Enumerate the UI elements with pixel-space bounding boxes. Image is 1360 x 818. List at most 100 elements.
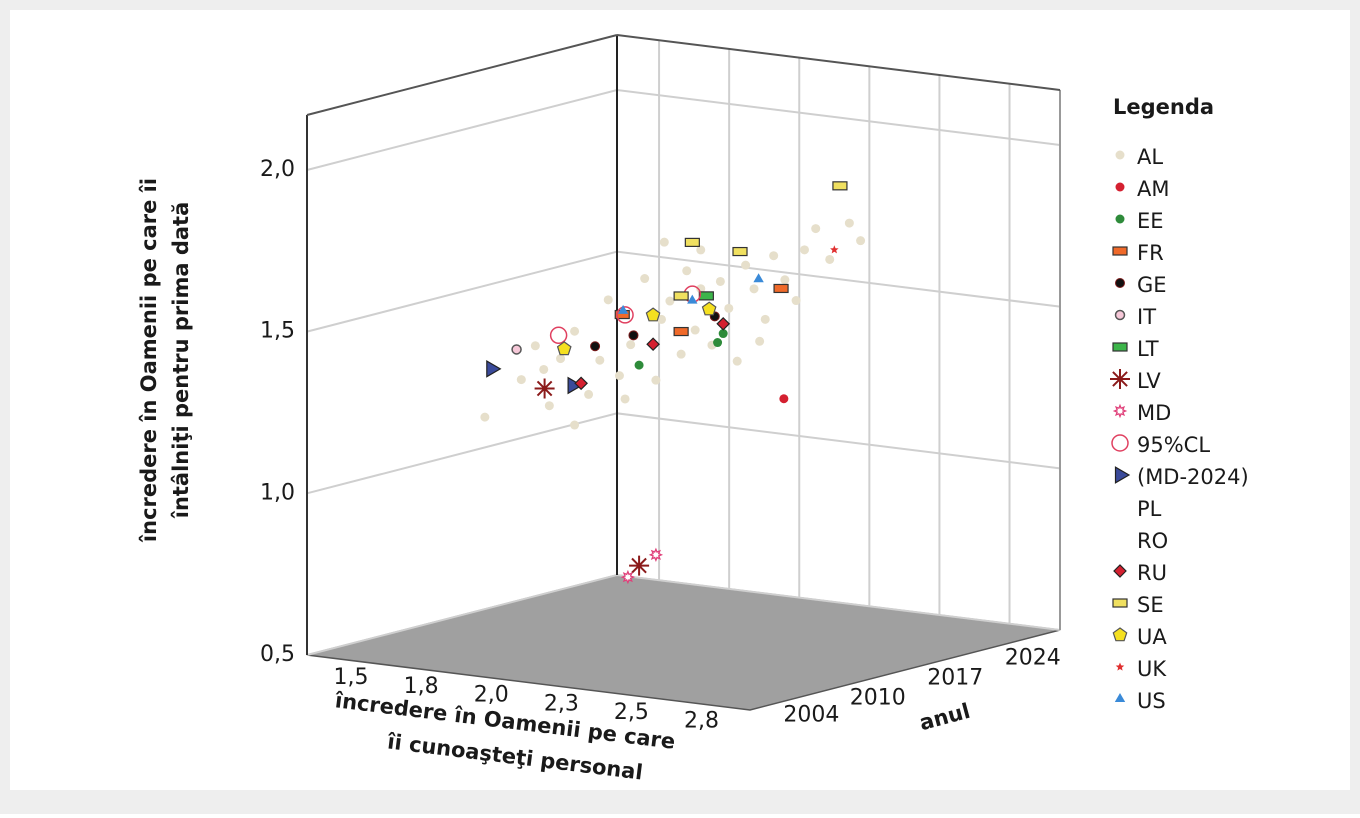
data-point bbox=[755, 336, 765, 346]
legend-label: UA bbox=[1137, 625, 1167, 649]
data-point bbox=[616, 306, 634, 324]
data-point bbox=[811, 224, 821, 234]
legend-marker bbox=[1114, 309, 1126, 321]
legend-marker bbox=[1114, 693, 1126, 702]
data-point bbox=[480, 412, 490, 422]
legend-label: LV bbox=[1137, 369, 1161, 393]
legend-label: UK bbox=[1137, 657, 1167, 681]
x-tick-label: 2,8 bbox=[684, 709, 719, 734]
data-point bbox=[620, 569, 636, 585]
data-point bbox=[530, 341, 540, 351]
data-point bbox=[544, 401, 554, 411]
legend-label: RO bbox=[1137, 529, 1168, 553]
data-point bbox=[570, 326, 580, 336]
legend-marker bbox=[1110, 369, 1130, 389]
legend-marker bbox=[1115, 662, 1125, 671]
data-point bbox=[628, 330, 639, 341]
data-point bbox=[676, 349, 686, 359]
data-point bbox=[539, 364, 549, 374]
data-point bbox=[645, 307, 661, 322]
legend-label: EE bbox=[1137, 209, 1164, 233]
legend-label: MD bbox=[1137, 401, 1171, 425]
x-tick-label: 2,0 bbox=[474, 683, 509, 708]
data-point bbox=[696, 284, 706, 294]
data-point bbox=[732, 356, 742, 366]
z-axis-title: încredere în Oamenii pe care îi bbox=[137, 178, 161, 543]
data-point bbox=[718, 329, 728, 339]
legend-marker bbox=[1115, 278, 1125, 288]
data-point bbox=[648, 547, 664, 563]
legend-label: LT bbox=[1137, 337, 1159, 361]
y-tick-label: 2024 bbox=[1005, 646, 1061, 671]
y-tick-label: 2010 bbox=[850, 686, 906, 711]
legend-marker bbox=[1114, 466, 1131, 484]
data-point bbox=[659, 237, 669, 247]
data-point bbox=[634, 360, 644, 370]
data-point bbox=[690, 325, 700, 335]
data-point bbox=[713, 338, 723, 348]
z-axis-title: întâlniţi pentru prima dată bbox=[169, 202, 193, 520]
legend-marker bbox=[1112, 403, 1128, 419]
data-point bbox=[626, 340, 636, 350]
data-point bbox=[629, 555, 650, 576]
data-point bbox=[665, 296, 675, 306]
data-point bbox=[791, 296, 801, 306]
data-point bbox=[574, 376, 588, 391]
data-point bbox=[687, 294, 698, 304]
x-tick-label: 1,8 bbox=[404, 674, 439, 699]
z-tick-label: 0,5 bbox=[260, 642, 295, 667]
data-point bbox=[651, 375, 661, 385]
data-point bbox=[701, 301, 717, 316]
legend-marker bbox=[1112, 598, 1128, 608]
legend-label: (MD-2024) bbox=[1137, 465, 1249, 489]
x-tick-label: 2,3 bbox=[544, 691, 579, 716]
data-point bbox=[684, 237, 700, 248]
data-point bbox=[595, 355, 605, 365]
data-point bbox=[590, 341, 601, 352]
data-point bbox=[856, 236, 866, 246]
data-point bbox=[832, 181, 848, 191]
z-tick-label: 2,0 bbox=[260, 157, 295, 182]
data-point bbox=[534, 378, 555, 399]
data-point bbox=[716, 316, 731, 331]
data-point bbox=[673, 326, 689, 337]
box-edge bbox=[616, 34, 1061, 91]
data-point bbox=[567, 376, 583, 395]
data-point bbox=[603, 295, 613, 305]
data-point bbox=[698, 291, 714, 301]
data-point bbox=[844, 218, 854, 228]
data-point bbox=[617, 304, 629, 314]
data-point bbox=[779, 394, 789, 404]
legend-label: AM bbox=[1137, 177, 1169, 201]
data-point bbox=[511, 344, 522, 355]
data-point bbox=[620, 394, 630, 404]
legend-label: FR bbox=[1137, 241, 1164, 265]
legend-marker bbox=[1112, 627, 1128, 642]
data-point bbox=[682, 266, 692, 276]
legend-label: 95%CL bbox=[1137, 433, 1210, 457]
data-point bbox=[769, 251, 779, 261]
legend-label: PL bbox=[1137, 497, 1162, 521]
legend-label: US bbox=[1137, 689, 1166, 713]
data-point bbox=[549, 326, 568, 345]
y-tick-label: 2017 bbox=[927, 666, 983, 691]
legend-label: SE bbox=[1137, 593, 1164, 617]
legend-marker bbox=[1111, 434, 1129, 452]
legend-title: Legenda bbox=[1113, 95, 1214, 119]
data-point bbox=[556, 354, 566, 364]
data-point bbox=[614, 371, 624, 381]
legend-label: GE bbox=[1137, 273, 1167, 297]
data-point bbox=[741, 260, 751, 270]
data-point bbox=[724, 303, 734, 313]
data-point bbox=[825, 254, 835, 264]
data-point bbox=[556, 341, 572, 356]
data-point bbox=[732, 246, 748, 257]
data-point bbox=[760, 314, 770, 324]
legend-marker bbox=[1112, 246, 1128, 256]
data-point bbox=[773, 283, 789, 294]
box-edge bbox=[306, 34, 618, 116]
legend-marker bbox=[1115, 150, 1125, 160]
x-tick-label: 1,5 bbox=[334, 665, 369, 690]
data-point bbox=[657, 314, 667, 324]
